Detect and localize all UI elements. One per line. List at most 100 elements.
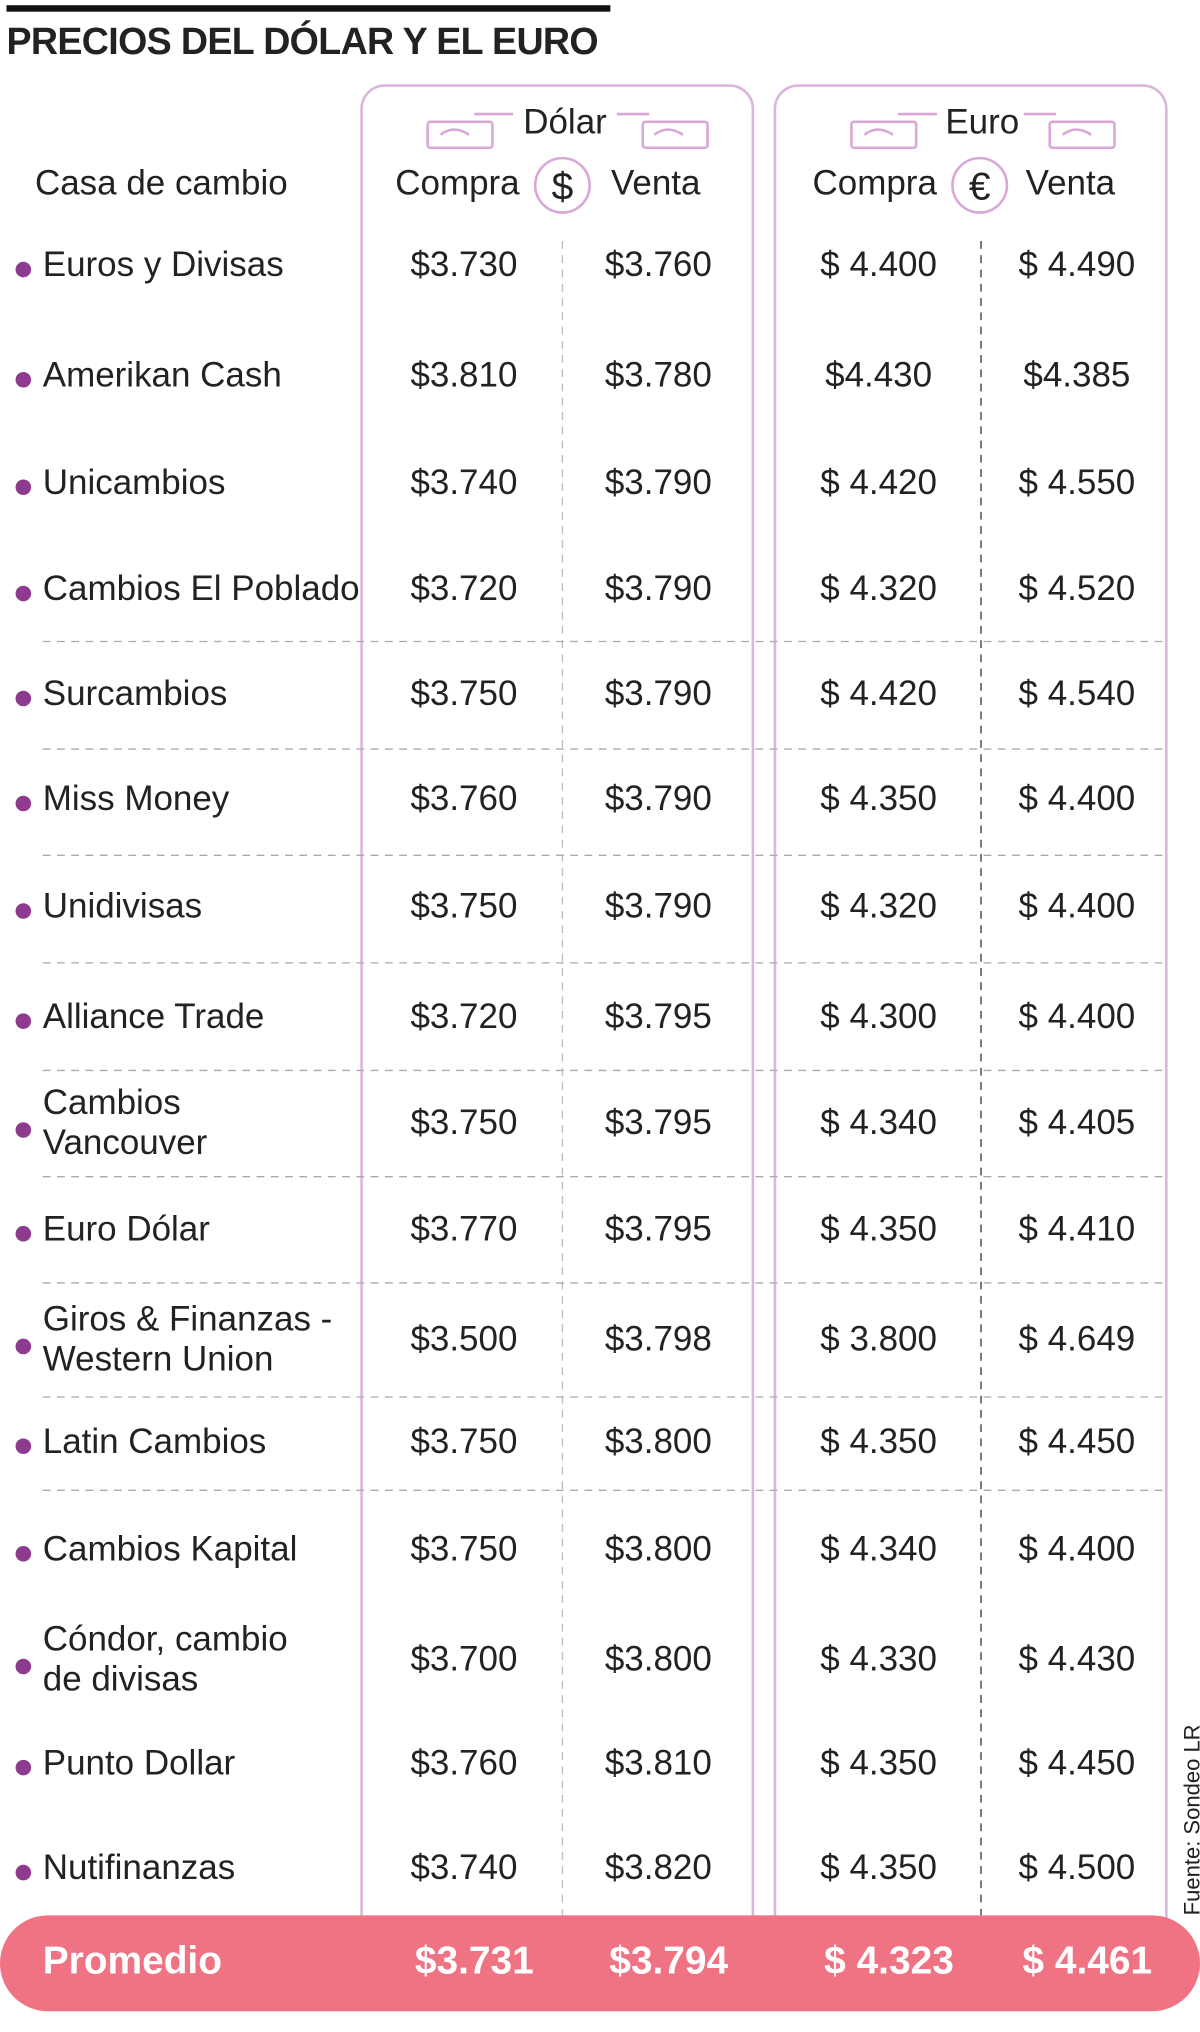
bullet — [15, 1438, 32, 1455]
price: $ 4.300 — [820, 997, 937, 1036]
row-name: Cóndor, cambio — [43, 1620, 288, 1659]
price: $ 4.350 — [820, 1422, 937, 1461]
price: $ 4.450 — [1019, 1743, 1136, 1782]
price: $3.750 — [410, 1422, 517, 1461]
price: $ 4.320 — [820, 569, 937, 608]
price: $3.740 — [410, 463, 517, 502]
bullet — [15, 1759, 32, 1776]
price: $3.740 — [410, 1848, 517, 1887]
bullet — [15, 1864, 32, 1881]
price: $3.810 — [410, 355, 517, 394]
price: $3.700 — [410, 1640, 517, 1679]
price: $3.500 — [410, 1320, 517, 1359]
row-name: Unicambios — [43, 463, 226, 502]
row-name: Giros & Finanzas - — [43, 1299, 333, 1338]
row-label-header: Casa de cambio — [35, 164, 288, 203]
bullet — [15, 585, 32, 602]
row-name: Nutifinanzas — [43, 1848, 235, 1887]
price: $ 4.500 — [1019, 1848, 1136, 1887]
sell-header: Venta — [1026, 164, 1116, 203]
row-name: Cambios El Poblado — [43, 569, 360, 608]
bullet — [15, 1546, 32, 1562]
row-name: de divisas — [43, 1660, 199, 1699]
price: $ 4.400 — [820, 245, 937, 284]
price: $ 4.400 — [1019, 779, 1136, 818]
price: $ 4.350 — [820, 779, 937, 818]
bullet — [15, 1338, 32, 1355]
price: $3.790 — [605, 569, 712, 608]
row-name: Cambios — [43, 1083, 181, 1122]
price: $ 4.330 — [820, 1640, 937, 1679]
price: $3.790 — [605, 887, 712, 926]
average-label: Promedio — [43, 1940, 222, 1983]
price: $ 4.350 — [820, 1743, 937, 1782]
bullet — [15, 690, 32, 707]
price: $3.800 — [605, 1640, 712, 1679]
average-price: $3.731 — [415, 1940, 534, 1983]
price: $ 4.400 — [1019, 887, 1136, 926]
price: $ 4.350 — [820, 1848, 937, 1887]
price: $ 4.400 — [1019, 1529, 1136, 1568]
price: $ 4.350 — [820, 1209, 937, 1248]
price: $ 4.320 — [820, 887, 937, 926]
row-name: Alliance Trade — [43, 997, 265, 1036]
title-rule — [6, 5, 611, 12]
bullet — [15, 1658, 32, 1675]
price: $ 4.340 — [820, 1529, 937, 1568]
buy-header: Compra — [813, 164, 938, 203]
price: $3.760 — [605, 245, 712, 284]
euro-header: Euro — [945, 103, 1019, 142]
bullet — [15, 1013, 32, 1029]
row-name: Western Union — [43, 1340, 274, 1379]
row-name: Surcambios — [43, 674, 228, 713]
row-name: Unidivisas — [43, 887, 202, 926]
price: $3.720 — [410, 569, 517, 608]
buy-header: Compra — [395, 164, 520, 203]
row-name: Miss Money — [43, 779, 230, 818]
row-name: Euro Dólar — [43, 1209, 210, 1248]
row-name: Vancouver — [43, 1123, 208, 1162]
price: $3.800 — [605, 1422, 712, 1461]
price: $3.798 — [605, 1320, 712, 1359]
price: $ 4.550 — [1019, 463, 1136, 502]
price: $3.750 — [410, 1529, 517, 1568]
price: $3.770 — [410, 1209, 517, 1248]
price: $ 3.800 — [820, 1320, 937, 1359]
price: $ 4.649 — [1019, 1320, 1136, 1359]
price: $3.810 — [605, 1743, 712, 1782]
dollar-icon: $ — [552, 165, 574, 208]
row-name: Euros y Divisas — [43, 245, 284, 284]
price: $ 4.400 — [1019, 997, 1136, 1036]
price: $3.730 — [410, 245, 517, 284]
price: $ 4.340 — [820, 1103, 937, 1142]
price: $ 4.430 — [1019, 1640, 1136, 1679]
price: $3.780 — [605, 355, 712, 394]
price: $3.790 — [605, 463, 712, 502]
average-price: $ 4.323 — [824, 1940, 954, 1983]
bullet — [15, 795, 32, 812]
price: $ 4.420 — [820, 463, 937, 502]
hand-icons — [426, 112, 1116, 214]
price: $4.430 — [825, 355, 932, 394]
price: $3.760 — [410, 1743, 517, 1782]
average-price: $3.794 — [609, 1940, 728, 1983]
price: $3.800 — [605, 1529, 712, 1568]
bullet — [15, 1225, 32, 1242]
price: $ 4.450 — [1019, 1422, 1136, 1461]
dollar-header: Dólar — [523, 103, 607, 142]
price: $4.385 — [1023, 355, 1130, 394]
price: $3.720 — [410, 997, 517, 1036]
price: $3.790 — [605, 779, 712, 818]
price: $3.795 — [605, 997, 712, 1036]
row-name: Punto Dollar — [43, 1743, 236, 1782]
price: $3.750 — [410, 674, 517, 713]
price: $3.750 — [410, 1103, 517, 1142]
source: Fuente: Sondeo LR — [1179, 1724, 1200, 1915]
bullet — [15, 903, 32, 919]
bullet — [15, 261, 32, 278]
average-price: $ 4.461 — [1022, 1940, 1152, 1983]
bullet — [15, 1122, 32, 1138]
average-bar — [0, 1915, 1200, 2012]
